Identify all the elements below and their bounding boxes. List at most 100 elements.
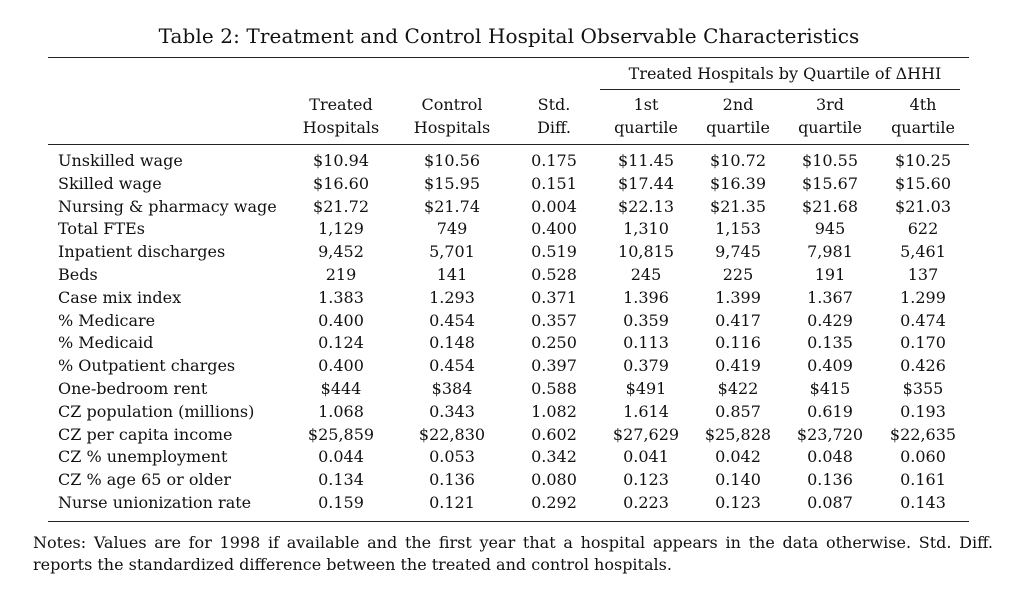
table-cell: 0.357 — [531, 310, 577, 330]
table-cell: 9,745 — [715, 242, 761, 262]
column-header-line1: 4th — [909, 95, 937, 114]
table-cell: 0.136 — [807, 470, 853, 490]
table-cell: 10,815 — [618, 242, 674, 262]
table-cell: 7,981 — [807, 242, 853, 262]
table-cell: 0.161 — [900, 470, 946, 490]
table-cell: 0.193 — [900, 401, 946, 421]
table-cell: 245 — [630, 265, 662, 284]
table-cell: 0.602 — [531, 424, 577, 444]
table-cell: 1.068 — [318, 401, 364, 421]
table-cell: 0.048 — [807, 447, 853, 467]
row-label: Total FTEs — [58, 219, 145, 239]
table-cell: 749 — [436, 219, 468, 239]
row-label: CZ % unemployment — [58, 447, 228, 467]
table-cell: 0.140 — [715, 470, 761, 490]
table-cell: 0.397 — [531, 356, 577, 376]
table-cell: 0.159 — [318, 493, 364, 512]
table-cell: $415 — [809, 379, 851, 398]
table-cell: 137 — [907, 265, 939, 284]
table-cell: 945 — [814, 219, 846, 239]
column-header-line1: Treated — [309, 95, 373, 114]
table-cell: $22.13 — [618, 196, 674, 216]
column-header-line2: quartile — [891, 118, 955, 137]
column-header-line2: Hospitals — [413, 118, 491, 137]
table-cell: 1.383 — [318, 287, 364, 307]
table-cell: 1.614 — [623, 401, 669, 421]
table-cell: 0.135 — [807, 333, 853, 353]
table-cell: 0.417 — [715, 310, 761, 330]
table-cell: $21.72 — [313, 196, 369, 216]
table-cell: 1,153 — [715, 219, 761, 239]
table-cell: 0.044 — [318, 447, 364, 467]
table-cell: 5,461 — [900, 242, 946, 262]
table-cell: $16.39 — [710, 173, 766, 193]
table-cell: 0.042 — [715, 447, 761, 467]
table-cell: $15.60 — [895, 173, 951, 193]
table-cell: 0.400 — [318, 310, 364, 330]
table-cell: $25,859 — [307, 424, 375, 444]
table-cell: $21.03 — [895, 196, 951, 216]
table-cell: $27,629 — [612, 424, 680, 444]
table-cell: 0.454 — [429, 310, 475, 330]
table-cell: 0.123 — [623, 470, 669, 490]
table-cell: 0.454 — [429, 356, 475, 376]
table-cell: 1.082 — [531, 401, 577, 421]
table-cell: 5,701 — [429, 242, 475, 262]
table-cell: 0.250 — [531, 333, 577, 353]
table-cell: 1.396 — [623, 287, 669, 307]
table-cell: 0.080 — [531, 470, 577, 490]
table-cell: 0.292 — [531, 493, 577, 512]
table-cell: 0.519 — [531, 242, 577, 262]
table-cell: 0.134 — [318, 470, 364, 490]
table-cell: $10.72 — [710, 151, 766, 170]
table-cell: 219 — [325, 265, 357, 284]
row-label: % Outpatient charges — [58, 356, 236, 376]
row-label: Skilled wage — [58, 173, 162, 193]
column-header-line1: Std. — [537, 95, 571, 114]
table-cell: $21.68 — [802, 196, 858, 216]
table-cell: 0.223 — [623, 493, 669, 512]
table-cell: 225 — [722, 265, 754, 284]
table-cell: $17.44 — [618, 173, 674, 193]
table-cell: $25,828 — [704, 424, 772, 444]
table-cell: 9,452 — [318, 242, 364, 262]
row-label: Inpatient discharges — [58, 242, 226, 262]
column-header-line1: 2nd — [722, 95, 754, 114]
column-header-line1: Control — [421, 95, 483, 114]
header-rule — [48, 144, 969, 145]
table-cell: 1,129 — [318, 219, 364, 239]
table-cell: 0.426 — [900, 356, 946, 376]
table-notes: Notes: Values are for 1998 if available … — [33, 533, 993, 574]
table-cell: 1,310 — [623, 219, 669, 239]
table-cell: $444 — [320, 379, 362, 398]
table-cell: 0.113 — [623, 333, 669, 353]
row-label: CZ % age 65 or older — [58, 470, 231, 490]
row-label: Unskilled wage — [58, 151, 183, 170]
table-cell: 0.359 — [623, 310, 669, 330]
table-cell: $23,720 — [796, 424, 864, 444]
table-cell: 141 — [436, 265, 468, 284]
group-header: Treated Hospitals by Quartile of ΔHHI — [628, 64, 942, 83]
table-cell: $22,830 — [418, 424, 486, 444]
bottom-rule — [48, 521, 969, 522]
table-cell: $21.74 — [424, 196, 480, 216]
table-cell: 622 — [907, 219, 939, 239]
table-cell: 0.136 — [429, 470, 475, 490]
table-cell: 0.004 — [531, 196, 577, 216]
table-cell: 0.175 — [531, 151, 577, 170]
row-label: % Medicare — [58, 310, 156, 330]
table-cell: 0.148 — [429, 333, 475, 353]
table-cell: 0.379 — [623, 356, 669, 376]
table-cell: 0.429 — [807, 310, 853, 330]
table-cell: 0.409 — [807, 356, 853, 376]
table-cell: 0.041 — [623, 447, 669, 467]
column-header-line2: Diff. — [537, 118, 571, 137]
row-label: Nurse unionization rate — [58, 493, 252, 512]
table-cell: 1.293 — [429, 287, 475, 307]
top-rule — [48, 57, 969, 58]
table-cell: 0.419 — [715, 356, 761, 376]
column-header-line2: Hospitals — [302, 118, 380, 137]
table-cell: 0.053 — [429, 447, 475, 467]
table-cell: 0.528 — [531, 265, 577, 284]
table-cell: 0.588 — [531, 379, 577, 398]
